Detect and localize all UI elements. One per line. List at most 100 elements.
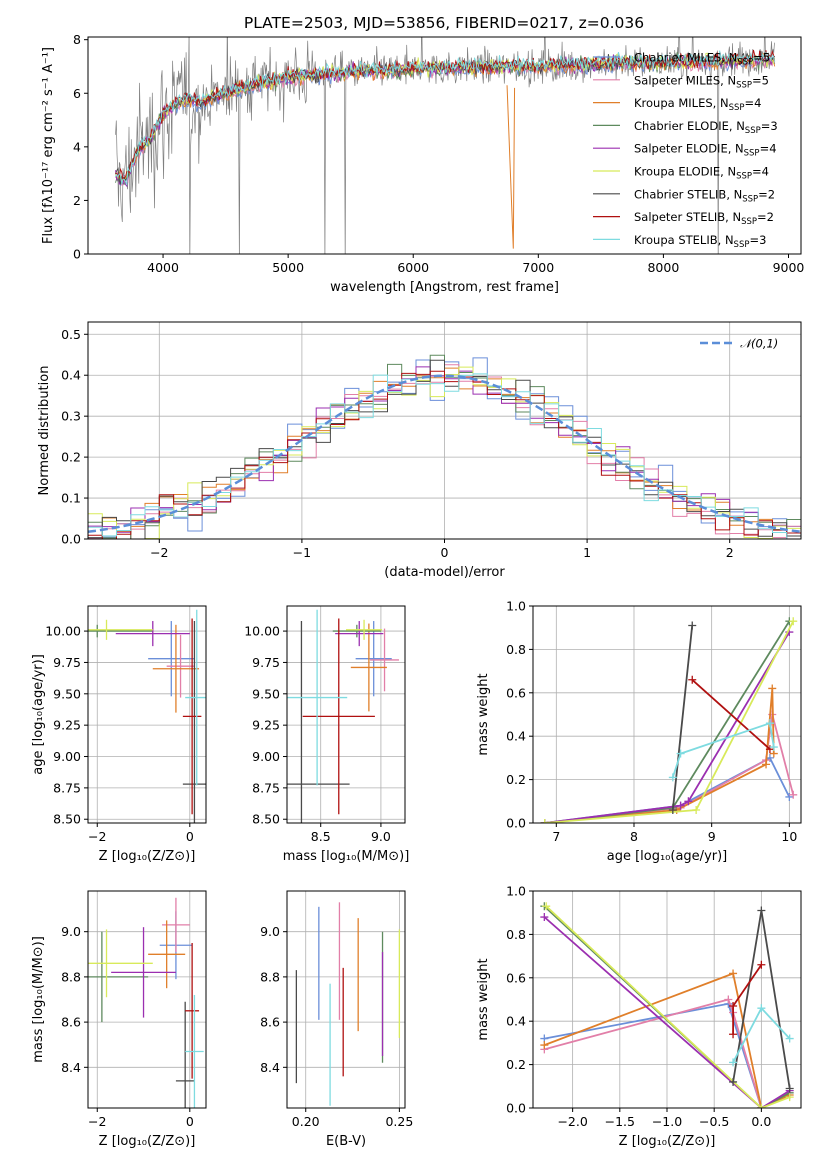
legend-nssp-value: =2 xyxy=(758,187,775,201)
plot-area xyxy=(540,617,798,823)
x-tick-label: 2 xyxy=(726,545,734,560)
x-tick-label: −2 xyxy=(88,829,106,844)
x-axis-label: E(B-V) xyxy=(326,1134,366,1149)
y-tick-label: 0.6 xyxy=(506,970,526,985)
axes-frame xyxy=(532,605,802,824)
errorbar-point xyxy=(355,621,392,697)
y-tick-label: 9.00 xyxy=(252,749,280,764)
weight-series xyxy=(540,617,798,823)
model-spectrum-line xyxy=(506,85,516,249)
legend-entry: Chabrier MILES, NSSP=5 xyxy=(634,51,770,68)
y-tick-label: 0.2 xyxy=(61,450,81,465)
panel-mass_vs_ebv: 0.20 0.25 8.4 8.6 8.8 9.0 E(B-V) xyxy=(260,890,413,1149)
weight-line xyxy=(545,905,791,1108)
weight-line xyxy=(691,679,771,750)
plus-marker xyxy=(688,621,697,630)
plot-area xyxy=(88,609,206,823)
y-tick-label: 9.00 xyxy=(53,749,81,764)
y-axis-label: mass weight xyxy=(476,673,491,755)
panel-residuals: −2 −1 0 1 2 0.0 0.1 0.2 0.3 0.4 0.5 (data-model)/er… xyxy=(37,321,802,580)
errorbar-point xyxy=(302,618,375,815)
x-tick-label: −2 xyxy=(88,1114,106,1129)
errorbar-point xyxy=(88,624,153,638)
plot-area xyxy=(540,902,794,1108)
legend-entry: Chabrier ELODIE, NSSP=3 xyxy=(634,119,778,136)
x-tick-label: 4000 xyxy=(147,260,179,275)
y-tick-label: 0.4 xyxy=(506,729,526,744)
legend-nssp-sub: SSP xyxy=(744,149,760,159)
errorbar-point xyxy=(182,621,206,823)
plus-marker xyxy=(692,805,701,814)
y-tick-label: 9.25 xyxy=(252,718,280,733)
x-tick-label: −1.5 xyxy=(605,1114,635,1129)
weight-line xyxy=(544,620,791,823)
weight-line xyxy=(544,998,763,1108)
weight-line xyxy=(543,916,791,1108)
y-tick-label: 8.6 xyxy=(61,1015,81,1030)
plus-marker xyxy=(684,797,693,806)
x-tick-label: −1 xyxy=(293,545,311,560)
plus-marker xyxy=(540,1041,549,1050)
x-tick-label: 1 xyxy=(583,545,591,560)
plot-area xyxy=(295,902,401,1106)
errorbar-point xyxy=(350,623,387,712)
legend-nssp-value: =4 xyxy=(744,96,761,110)
weight-series xyxy=(668,719,778,782)
y-tick-label: 0.0 xyxy=(506,1101,526,1116)
weight-line xyxy=(544,688,775,823)
weight-line xyxy=(543,972,791,1108)
panel-spectrum: 4000 5000 6000 7000 8000 9000 0 2 4 6 8 wavelength … xyxy=(41,32,804,295)
x-tick-label: 10 xyxy=(781,829,797,844)
plus-marker xyxy=(729,1077,738,1086)
weight-series xyxy=(540,753,794,823)
legend-model-name: Chabrier MILES, xyxy=(634,51,729,65)
panel-weight_vs_age: 7 8 9 10 0.0 0.2 0.4 0.6 0.8 1.0 age [log₁₀(age/yr… xyxy=(476,599,802,864)
plus-marker xyxy=(729,969,738,978)
y-tick-label: 9.75 xyxy=(53,655,81,670)
weight-series xyxy=(729,960,766,1039)
plus-marker xyxy=(785,1034,794,1043)
plus-marker xyxy=(768,684,777,693)
y-axis-label: mass [log₁₀(M/M⊙)] xyxy=(31,936,46,1063)
legend-entry: Kroupa ELODIE, NSSP=4 xyxy=(634,165,769,182)
plus-marker xyxy=(668,773,677,782)
plus-marker xyxy=(724,995,733,1004)
y-tick-label: 9.50 xyxy=(53,686,81,701)
legend-nssp-sub: SSP xyxy=(729,103,745,113)
plus-marker xyxy=(789,617,798,626)
y-tick-label: 0.0 xyxy=(61,532,81,547)
panel-age_vs_mass: 8.5 9.0 8.50 8.75 9.00 9.25 9.50 9.75 10.00 mass … xyxy=(244,605,409,864)
y-axis-label: Flux [fλ10⁻¹⁷ erg cm⁻² s⁻¹ A⁻¹] xyxy=(41,47,56,244)
y-tick-label: 8.75 xyxy=(252,780,280,795)
errorbar-point xyxy=(111,927,176,1018)
plus-marker xyxy=(762,760,771,769)
legend-nssp-sub: SSP xyxy=(742,194,758,204)
x-tick-label: 8.5 xyxy=(311,829,331,844)
x-axis-label: Z [log₁₀(Z/Z⊙)] xyxy=(619,1134,716,1149)
legend-model-name: Kroupa ELODIE, xyxy=(634,165,727,179)
errorbar-point xyxy=(148,920,186,989)
errorbar-point xyxy=(287,621,350,823)
x-tick-label: 0.0 xyxy=(751,1114,771,1129)
legend-nssp-prefix: N xyxy=(732,210,741,224)
plus-marker xyxy=(769,743,778,752)
legend: 𝒩(0,1) xyxy=(700,337,778,351)
y-tick-label: 0.1 xyxy=(61,491,81,506)
errorbar-point xyxy=(185,994,204,1108)
legend-model-name: Kroupa STELIB, xyxy=(634,233,725,247)
y-tick-label: 8.8 xyxy=(61,969,81,984)
plus-marker xyxy=(729,1058,738,1067)
y-tick-label: 6 xyxy=(73,86,81,101)
legend-nssp-sub: SSP xyxy=(736,80,752,90)
legend-nssp-value: =5 xyxy=(753,51,770,65)
plus-marker xyxy=(688,675,697,684)
plot-area xyxy=(88,354,801,539)
plus-marker xyxy=(757,1104,766,1108)
y-tick-label: 8.4 xyxy=(260,1060,280,1075)
legend-nssp-prefix: N xyxy=(736,119,745,133)
plus-marker xyxy=(668,805,677,814)
y-axis-label: Normed distribution xyxy=(37,366,52,496)
legend-model-name: Chabrier ELODIE, xyxy=(634,119,736,133)
y-tick-label: 10.00 xyxy=(45,624,81,639)
